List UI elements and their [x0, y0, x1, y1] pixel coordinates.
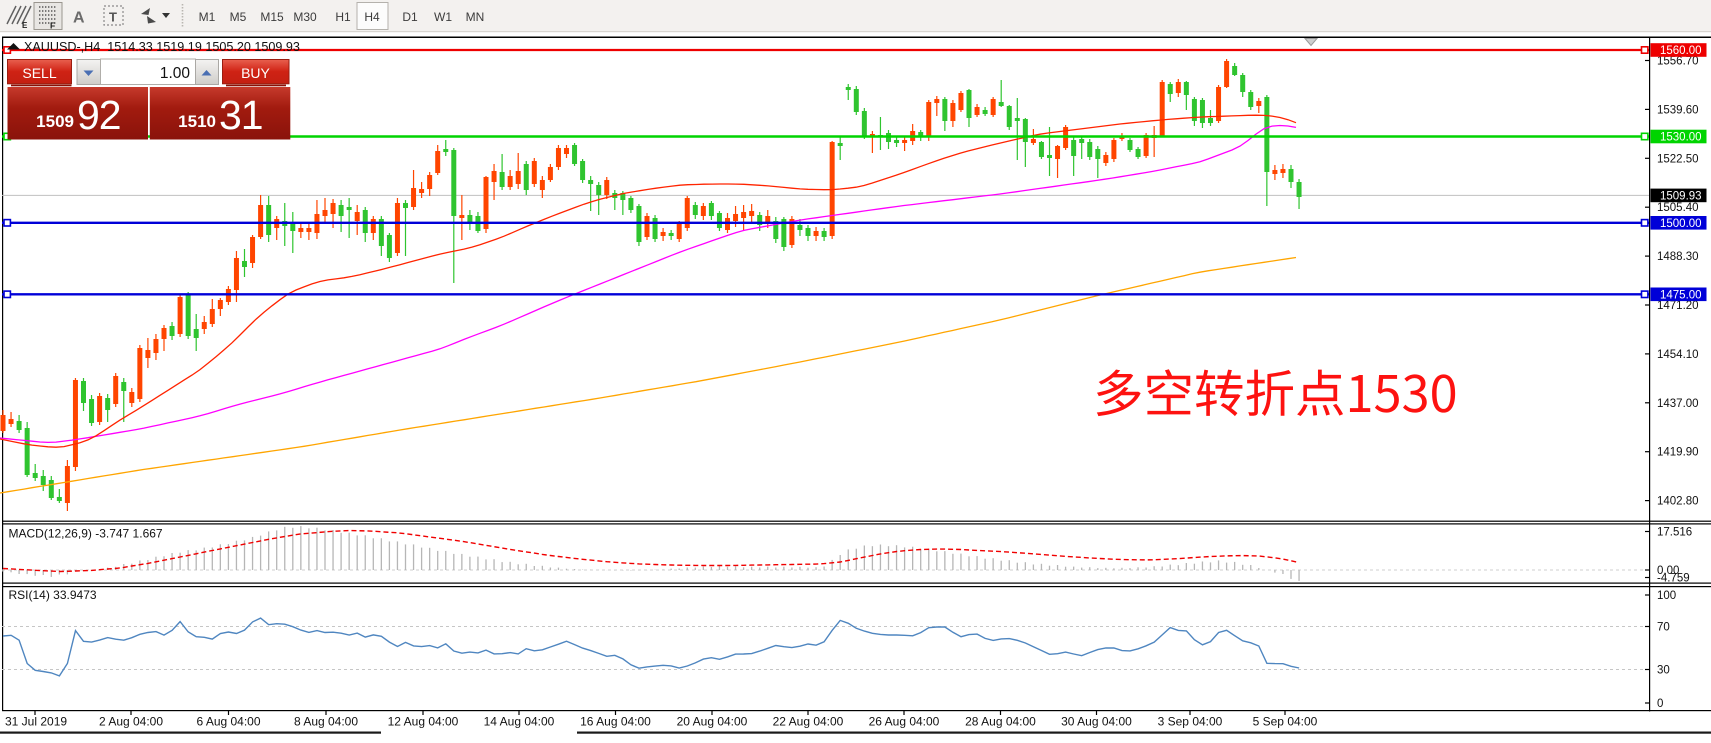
- svg-text:M1: M1: [199, 10, 216, 24]
- svg-text:1539.60: 1539.60: [1657, 104, 1699, 116]
- svg-text:M30: M30: [293, 10, 317, 24]
- svg-text:16 Aug 04:00: 16 Aug 04:00: [580, 715, 651, 729]
- svg-text:F: F: [50, 21, 55, 31]
- svg-text:MN: MN: [466, 10, 485, 24]
- svg-text:1.00: 1.00: [160, 65, 191, 82]
- svg-text:A: A: [73, 10, 85, 27]
- svg-text:MACD(12,26,9) -3.747 1.667: MACD(12,26,9) -3.747 1.667: [9, 527, 163, 541]
- svg-text:30 Aug 04:00: 30 Aug 04:00: [1061, 715, 1132, 729]
- svg-text:70: 70: [1657, 622, 1670, 634]
- svg-text:92: 92: [77, 92, 121, 138]
- svg-text:M15: M15: [260, 10, 284, 24]
- svg-text:1402.80: 1402.80: [1657, 496, 1699, 508]
- svg-text:-4.759: -4.759: [1657, 573, 1690, 585]
- svg-text:1522.50: 1522.50: [1657, 153, 1699, 165]
- svg-text:1471.20: 1471.20: [1657, 300, 1699, 312]
- svg-text:1556.70: 1556.70: [1657, 56, 1699, 68]
- svg-text:SELL: SELL: [22, 65, 56, 81]
- svg-text:1560.00: 1560.00: [1660, 45, 1702, 57]
- svg-text:28 Aug 04:00: 28 Aug 04:00: [965, 715, 1036, 729]
- svg-text:W1: W1: [434, 10, 452, 24]
- svg-text:2 Aug 04:00: 2 Aug 04:00: [99, 715, 163, 729]
- svg-text:RSI(14) 33.9473: RSI(14) 33.9473: [9, 588, 97, 602]
- svg-text:17.516: 17.516: [1657, 527, 1692, 539]
- svg-text:1500.00: 1500.00: [1660, 218, 1702, 230]
- svg-text:31 Jul 2019: 31 Jul 2019: [5, 715, 67, 729]
- svg-text:1509: 1509: [36, 112, 74, 131]
- svg-text:M5: M5: [230, 10, 247, 24]
- svg-text:30: 30: [1657, 665, 1670, 677]
- svg-text:XAUUSD-,H4 1514.33 1519.19 15: XAUUSD-,H4 1514.33 1519.19 1505.20 1509.…: [24, 40, 300, 54]
- svg-text:100: 100: [1657, 590, 1676, 602]
- svg-text:22 Aug 04:00: 22 Aug 04:00: [773, 715, 844, 729]
- svg-text:6 Aug 04:00: 6 Aug 04:00: [196, 715, 260, 729]
- svg-text:BUY: BUY: [241, 65, 270, 81]
- svg-text:3 Sep 04:00: 3 Sep 04:00: [1158, 715, 1223, 729]
- svg-text:1419.90: 1419.90: [1657, 447, 1699, 459]
- svg-text:12 Aug 04:00: 12 Aug 04:00: [388, 715, 459, 729]
- svg-text:H1: H1: [335, 10, 351, 24]
- svg-text:20 Aug 04:00: 20 Aug 04:00: [677, 715, 748, 729]
- svg-text:14 Aug 04:00: 14 Aug 04:00: [484, 715, 555, 729]
- svg-text:T: T: [109, 10, 117, 25]
- svg-text:26 Aug 04:00: 26 Aug 04:00: [869, 715, 940, 729]
- svg-text:E: E: [22, 21, 28, 30]
- svg-text:1530.00: 1530.00: [1660, 132, 1702, 144]
- svg-text:1510: 1510: [178, 112, 216, 131]
- svg-text:1509.93: 1509.93: [1660, 191, 1702, 203]
- svg-text:1454.10: 1454.10: [1657, 349, 1699, 361]
- svg-text:H4: H4: [364, 10, 380, 24]
- svg-text:1475.00: 1475.00: [1660, 290, 1702, 302]
- svg-text:0: 0: [1657, 698, 1663, 710]
- svg-text:1437.00: 1437.00: [1657, 398, 1699, 410]
- svg-text:8 Aug 04:00: 8 Aug 04:00: [294, 715, 358, 729]
- svg-text:31: 31: [219, 92, 263, 138]
- svg-text:1488.30: 1488.30: [1657, 251, 1699, 263]
- svg-text:5 Sep 04:00: 5 Sep 04:00: [1253, 715, 1318, 729]
- svg-text:0.00: 0.00: [1657, 565, 1679, 577]
- svg-text:1505.40: 1505.40: [1657, 202, 1699, 214]
- svg-text:D1: D1: [402, 10, 418, 24]
